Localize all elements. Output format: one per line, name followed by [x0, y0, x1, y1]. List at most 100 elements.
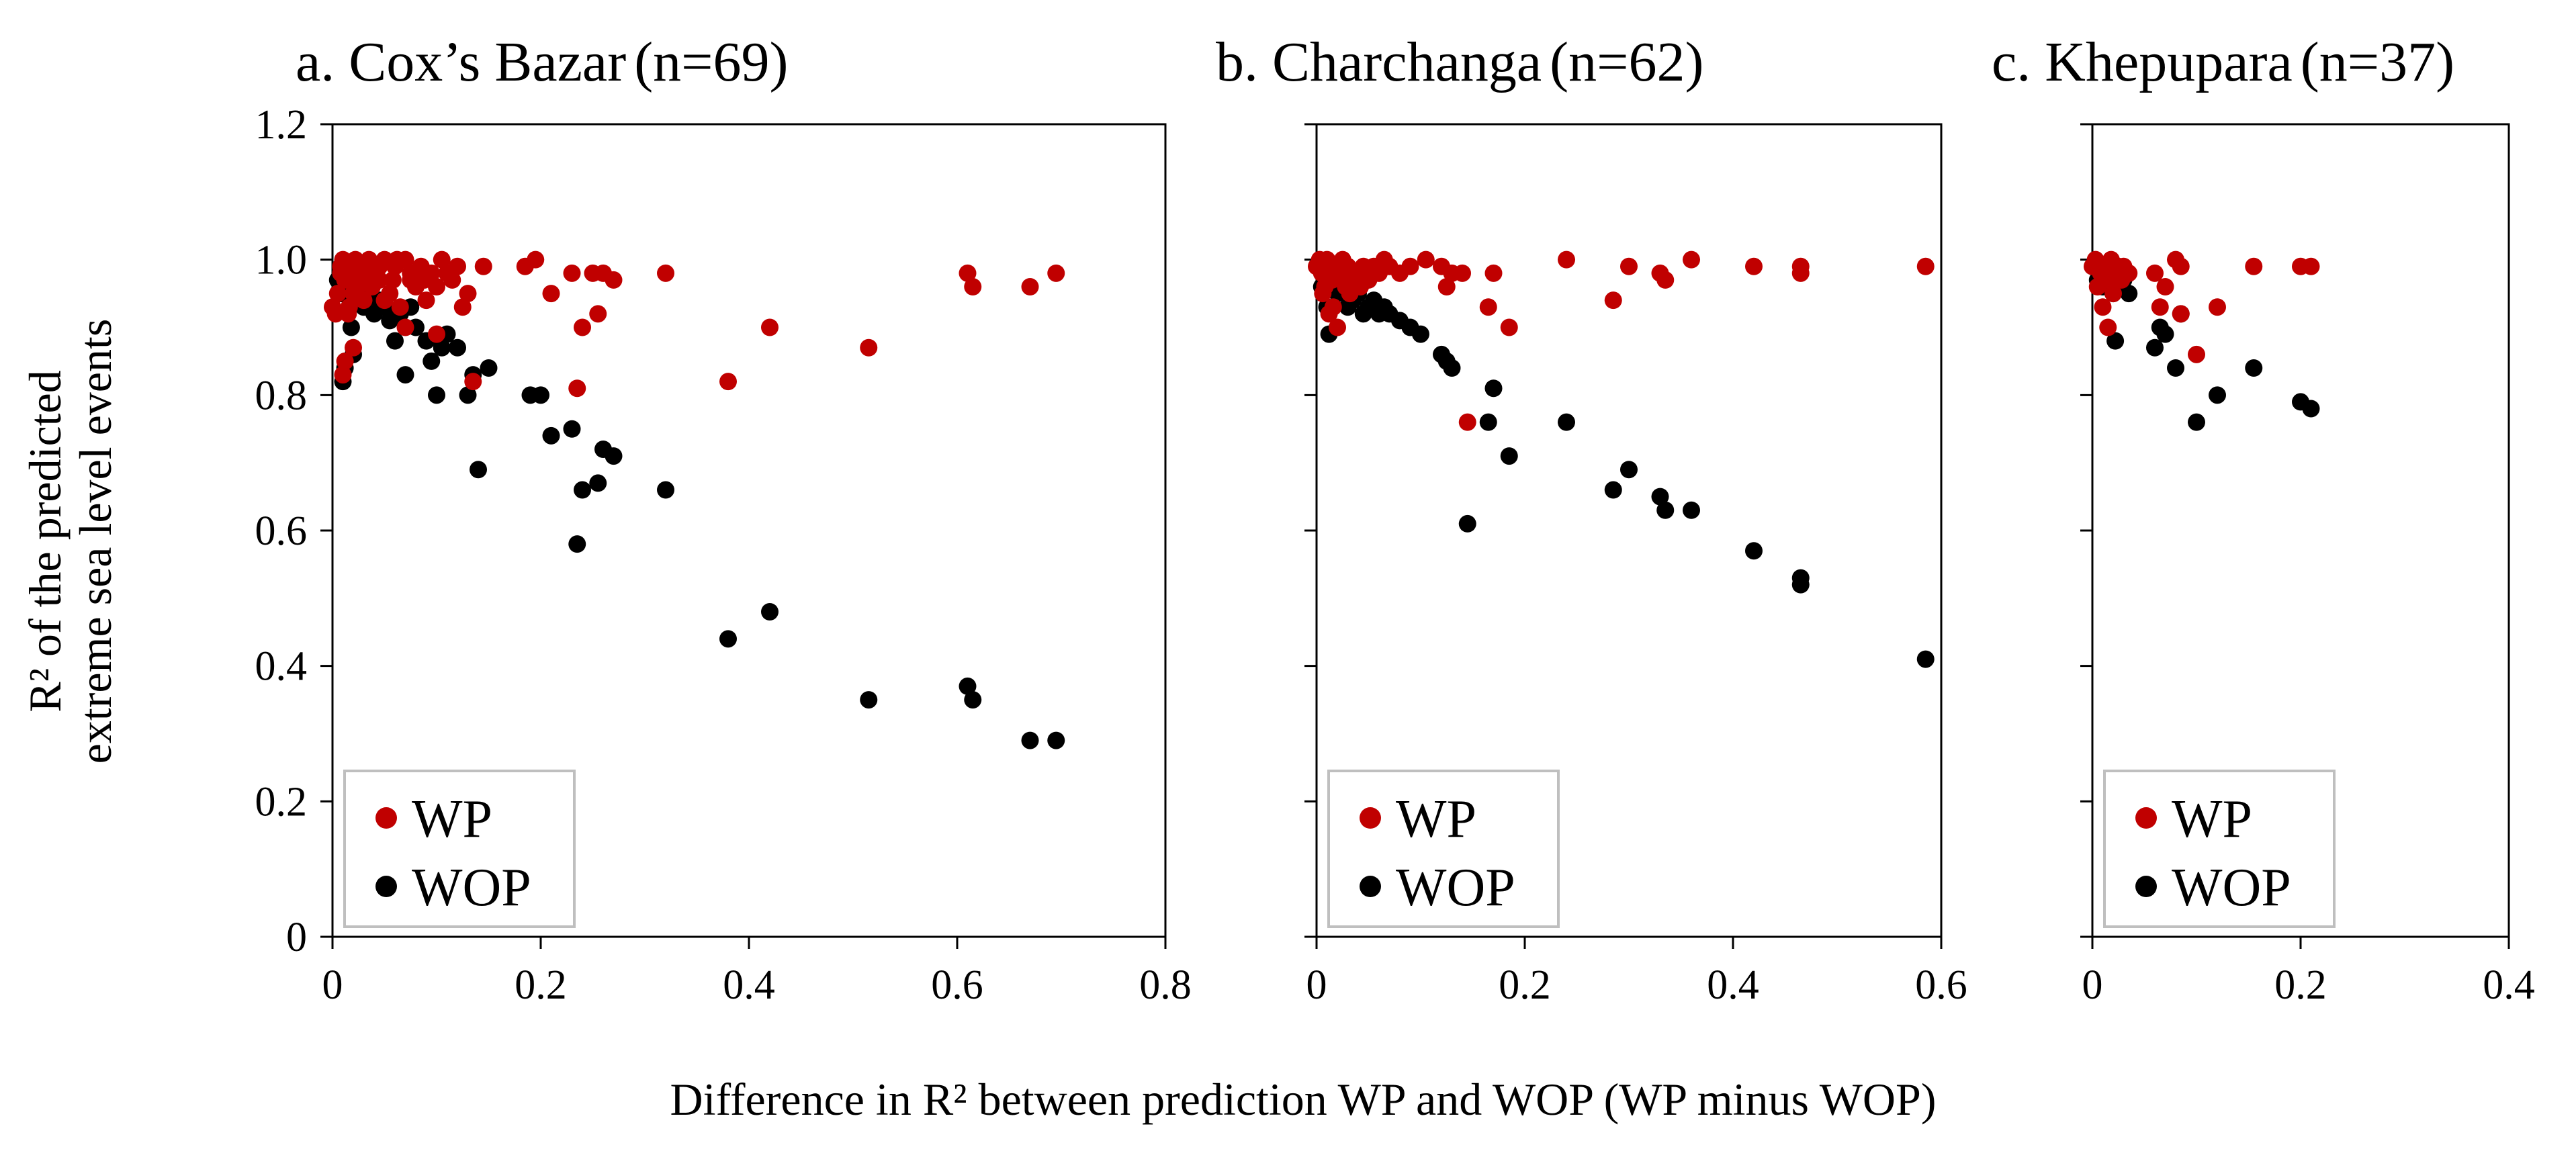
data-point-wp — [453, 298, 472, 316]
data-point-wp — [1417, 250, 1435, 269]
data-point-wp — [1324, 298, 1342, 316]
data-point-wop — [2106, 332, 2125, 350]
data-point-wop — [2146, 338, 2164, 357]
data-point-wop — [719, 630, 737, 648]
data-point-wop — [1443, 359, 1461, 377]
data-point-wp — [964, 278, 982, 295]
data-point-wp — [417, 291, 435, 310]
data-point-wop — [1656, 501, 1675, 519]
data-point-wop — [1479, 413, 1497, 431]
y-axis-title-line1: R² of the predicted — [19, 370, 71, 712]
panel-2: b. Charchanga (n=62) 0 0.2 0.4 0.6 WP WOP — [1216, 31, 1967, 1008]
data-point-wp — [345, 338, 362, 357]
x-axis-title: Difference in R² between prediction WP a… — [670, 1074, 1937, 1125]
data-point-wop — [2188, 413, 2205, 431]
data-point-wp — [1437, 278, 1456, 295]
data-point-wp — [449, 257, 466, 275]
data-point-wop — [428, 386, 445, 404]
data-point-wp — [527, 250, 545, 269]
legend-label-wp: WP — [2172, 790, 2252, 849]
data-point-wp — [358, 264, 376, 282]
data-point-wp — [1656, 271, 1675, 289]
x-tick-label: 0 — [2082, 962, 2103, 1008]
y-tick-label: 0.4 — [255, 644, 308, 690]
data-point-wp — [860, 338, 878, 357]
legend-label-wop: WOP — [1396, 858, 1515, 917]
data-point-wp — [563, 264, 581, 282]
data-point-wop — [480, 359, 498, 377]
data-point-wop — [563, 420, 581, 438]
data-point-wop — [959, 677, 977, 695]
data-point-wop — [1458, 514, 1476, 533]
data-point-wp — [2172, 257, 2190, 275]
data-point-wp — [388, 250, 406, 269]
data-point-wp — [2151, 298, 2169, 316]
data-point-wop — [568, 535, 586, 553]
data-point-wp — [542, 285, 560, 303]
data-point-wop — [1651, 488, 1669, 506]
data-point-wp — [2156, 278, 2174, 295]
data-point-wp — [605, 271, 623, 289]
data-point-wp — [474, 257, 492, 275]
x-tick-label: 0.4 — [1707, 962, 1759, 1008]
data-point-wop — [2156, 325, 2174, 343]
y-tick-label: 0.8 — [255, 373, 308, 418]
legend-marker-wop — [2135, 876, 2157, 897]
data-point-wp — [2104, 285, 2122, 303]
y-tick-label: 0.2 — [255, 779, 308, 825]
data-point-wop — [1484, 379, 1503, 398]
data-point-wp — [402, 271, 420, 289]
data-point-wp — [328, 285, 347, 303]
series-wp — [2084, 250, 2320, 363]
data-point-wp — [1401, 257, 1419, 275]
legend: WP WOP — [2103, 770, 2336, 928]
data-point-wop — [2302, 400, 2320, 418]
data-point-wop — [1500, 447, 1518, 465]
data-point-wop — [589, 474, 607, 492]
data-point-wop — [964, 691, 982, 709]
data-point-wop — [2167, 359, 2184, 377]
data-point-wp — [1791, 264, 1810, 282]
data-point-wop — [2245, 359, 2263, 377]
data-point-wop — [657, 481, 674, 499]
data-point-wp — [464, 373, 482, 391]
data-point-wp — [355, 291, 373, 310]
legend-box — [343, 770, 576, 928]
data-point-wp — [2146, 264, 2164, 282]
legend-label-wop: WOP — [2172, 858, 2291, 917]
legend-marker-wop — [1360, 876, 1381, 897]
data-point-wop — [1047, 731, 1065, 749]
data-point-wp — [1604, 291, 1622, 310]
series-wop — [1313, 271, 1935, 668]
panel-title: a. Cox’s Bazar (n=69) — [296, 31, 789, 93]
data-point-wp — [2302, 257, 2320, 275]
data-point-wp — [334, 366, 352, 384]
data-point-wop — [459, 386, 477, 404]
data-point-wp — [334, 250, 352, 269]
data-point-wop — [1558, 413, 1575, 431]
data-point-wp — [719, 373, 737, 391]
data-point-wp — [1484, 264, 1503, 282]
panel-n-label: (n=37) — [2301, 31, 2454, 93]
data-point-wp — [1314, 285, 1332, 303]
data-point-wop — [542, 426, 560, 445]
data-point-wp — [391, 298, 409, 316]
data-point-wop — [574, 481, 591, 499]
panel-3: c. Khepupara (n=37) 0 0.2 0.4 WP WOP — [1992, 31, 2535, 1008]
panel-title: b. Charchanga (n=62) — [1216, 31, 1703, 93]
data-point-wp — [375, 291, 394, 310]
data-point-wop — [449, 338, 466, 357]
panel-n-label: (n=69) — [634, 31, 788, 93]
legend-label-wp: WP — [412, 790, 492, 849]
data-point-wp — [589, 305, 607, 323]
data-point-wp — [2172, 305, 2190, 323]
series-wp — [1308, 250, 1935, 431]
x-tick-label: 0 — [322, 962, 343, 1008]
data-point-wp — [1454, 264, 1471, 282]
data-point-wop — [396, 366, 414, 384]
data-point-wp — [384, 271, 402, 289]
data-point-wp — [2099, 318, 2117, 336]
x-tick-label: 0.4 — [2483, 962, 2535, 1008]
data-point-wp — [1329, 318, 1346, 336]
